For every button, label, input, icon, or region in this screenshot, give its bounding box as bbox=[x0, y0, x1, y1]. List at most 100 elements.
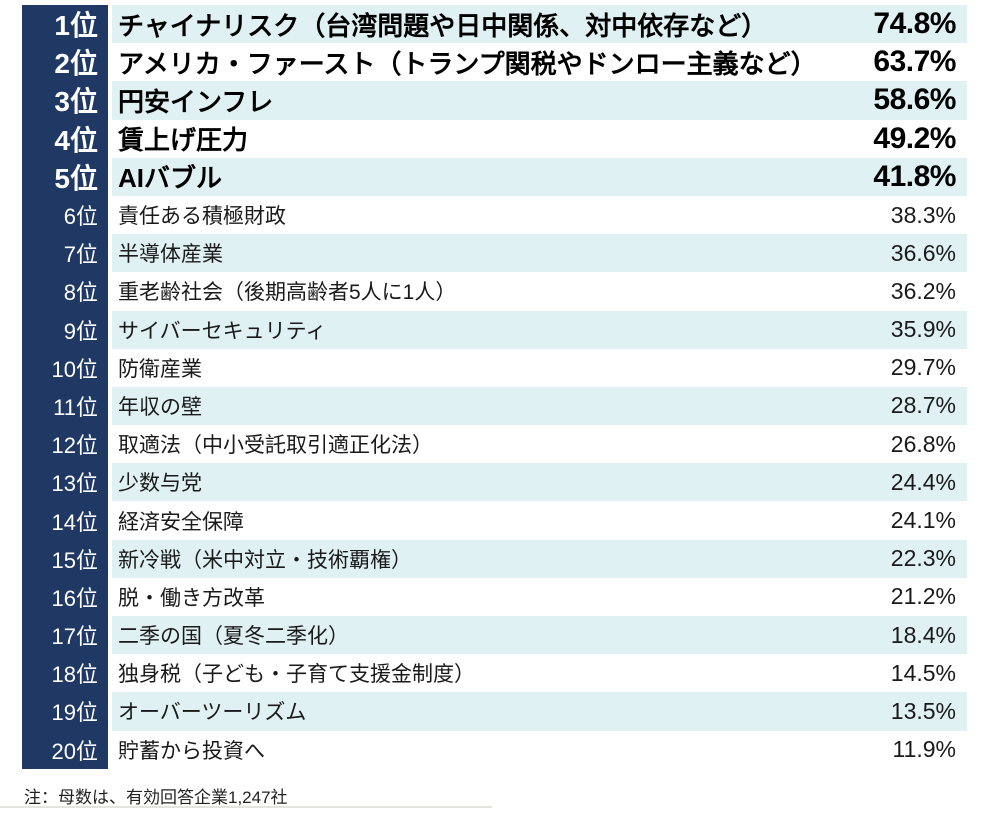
item-label: アメリカ・ファースト（トランプ関税やドンロー主義など） bbox=[118, 48, 817, 79]
item-label: 年収の壁 bbox=[118, 395, 202, 419]
item-label: チャイナリスク（台湾問題や日中関係、対中依存など） bbox=[118, 10, 768, 41]
row-body: AIバブル 41.8% bbox=[112, 157, 967, 196]
rank-cell: 10位 bbox=[22, 348, 108, 387]
table-row: 15位 新冷戦（米中対立・技術覇権） 22.3% bbox=[22, 539, 967, 578]
item-value: 24.4% bbox=[890, 468, 956, 495]
row-body: 新冷戦（米中対立・技術覇権） 22.3% bbox=[112, 539, 967, 578]
row-body: 独身税（子ども・子育て支援金制度） 14.5% bbox=[112, 654, 967, 692]
item-label: 貯蓄から投資へ bbox=[118, 739, 265, 763]
rank-cell: 8位 bbox=[22, 272, 108, 311]
row-body: 重老齢社会（後期高齢者5人に1人） 36.2% bbox=[112, 272, 967, 310]
item-label: 賃上げ圧力 bbox=[118, 125, 249, 156]
rank-cell: 15位 bbox=[22, 539, 108, 578]
table-row: 6位 責任ある積極財政 38.3% bbox=[22, 195, 967, 235]
table-row: 5位 AIバブル 41.8% bbox=[22, 157, 967, 196]
rank-cell: 2位 bbox=[22, 43, 108, 82]
table-row: 17位 二季の国（夏冬二季化） 18.4% bbox=[22, 616, 967, 655]
table-row: 7位 半導体産業 36.6% bbox=[22, 234, 967, 273]
table-row: 10位 防衛産業 29.7% bbox=[22, 348, 967, 387]
item-label: 二季の国（夏冬二季化） bbox=[118, 625, 349, 649]
table-row: 8位 重老齢社会（後期高齢者5人に1人） 36.2% bbox=[22, 272, 967, 311]
ranking-table: 1位 チャイナリスク（台湾問題や日中関係、対中依存など） 74.8% 2位 アメ… bbox=[22, 5, 967, 769]
row-body: チャイナリスク（台湾問題や日中関係、対中依存など） 74.8% bbox=[112, 5, 967, 44]
rank-cell: 12位 bbox=[22, 425, 108, 464]
row-body: 防衛産業 29.7% bbox=[112, 349, 967, 387]
rank-cell: 1位 bbox=[22, 5, 108, 44]
item-value: 36.2% bbox=[890, 277, 956, 304]
row-body: 年収の壁 28.7% bbox=[112, 386, 967, 426]
row-body: オーバーツーリズム 13.5% bbox=[112, 692, 967, 731]
row-body: 半導体産業 36.6% bbox=[112, 234, 967, 273]
item-value: 28.7% bbox=[890, 392, 956, 419]
rank-cell: 16位 bbox=[22, 577, 108, 616]
item-label: 経済安全保障 bbox=[118, 510, 244, 534]
table-row: 2位 アメリカ・ファースト（トランプ関税やドンロー主義など） 63.7% bbox=[22, 43, 967, 82]
rank-cell: 13位 bbox=[22, 463, 108, 502]
item-label: オーバーツーリズム bbox=[118, 701, 307, 725]
row-body: 賃上げ圧力 49.2% bbox=[112, 120, 967, 158]
item-value: 18.4% bbox=[890, 621, 956, 648]
item-value: 13.5% bbox=[890, 697, 956, 724]
row-body: 経済安全保障 24.1% bbox=[112, 501, 967, 539]
table-row: 11位 年収の壁 28.7% bbox=[22, 386, 967, 426]
rank-cell: 18位 bbox=[22, 654, 108, 693]
item-label: AIバブル bbox=[118, 163, 223, 194]
footnote: 注：母数は、有効回答企業1,247社 bbox=[24, 788, 288, 807]
rank-cell: 4位 bbox=[22, 119, 108, 158]
row-body: 二季の国（夏冬二季化） 18.4% bbox=[112, 616, 967, 655]
item-label: 取適法（中小受託取引適正化法） bbox=[118, 434, 433, 458]
table-row: 1位 チャイナリスク（台湾問題や日中関係、対中依存など） 74.8% bbox=[22, 5, 967, 44]
rank-cell: 7位 bbox=[22, 234, 108, 273]
item-label: 円安インフレ bbox=[118, 86, 274, 117]
row-body: 責任ある積極財政 38.3% bbox=[112, 196, 967, 234]
table-row: 12位 取適法（中小受託取引適正化法） 26.8% bbox=[22, 425, 967, 464]
row-body: サイバーセキュリティ 35.9% bbox=[112, 310, 967, 349]
item-value: 29.7% bbox=[890, 354, 956, 381]
rank-cell: 11位 bbox=[22, 386, 108, 426]
item-value: 74.8% bbox=[873, 7, 956, 41]
table-row: 19位 オーバーツーリズム 13.5% bbox=[22, 692, 967, 731]
item-value: 36.6% bbox=[890, 239, 956, 266]
bottom-edge-line bbox=[0, 806, 492, 808]
table-row: 20位 貯蓄から投資へ 11.9% bbox=[22, 730, 967, 769]
item-value: 21.2% bbox=[890, 583, 956, 610]
table-row: 14位 経済安全保障 24.1% bbox=[22, 501, 967, 540]
table-row: 18位 独身税（子ども・子育て支援金制度） 14.5% bbox=[22, 654, 967, 693]
row-body: 貯蓄から投資へ 11.9% bbox=[112, 731, 967, 769]
item-value: 22.3% bbox=[890, 545, 956, 572]
row-body: 脱・働き方改革 21.2% bbox=[112, 578, 967, 616]
item-label: 新冷戦（米中対立・技術覇権） bbox=[118, 548, 412, 572]
rank-cell: 5位 bbox=[22, 157, 108, 196]
table-row: 3位 円安インフレ 58.6% bbox=[22, 81, 967, 120]
table-row: 9位 サイバーセキュリティ 35.9% bbox=[22, 310, 967, 349]
table-row: 16位 脱・働き方改革 21.2% bbox=[22, 577, 967, 616]
table-row: 4位 賃上げ圧力 49.2% bbox=[22, 119, 967, 158]
item-value: 24.1% bbox=[890, 507, 956, 534]
item-label: 少数与党 bbox=[118, 472, 202, 496]
row-body: 取適法（中小受託取引適正化法） 26.8% bbox=[112, 425, 967, 463]
item-value: 41.8% bbox=[873, 159, 956, 193]
item-label: 独身税（子ども・子育て支援金制度） bbox=[118, 663, 475, 687]
item-value: 49.2% bbox=[873, 121, 956, 155]
item-value: 14.5% bbox=[890, 659, 956, 686]
item-value: 58.6% bbox=[873, 83, 956, 117]
rank-cell: 6位 bbox=[22, 195, 108, 235]
item-value: 38.3% bbox=[890, 201, 956, 228]
item-label: 半導体産業 bbox=[118, 243, 223, 267]
row-body: アメリカ・ファースト（トランプ関税やドンロー主義など） 63.7% bbox=[112, 43, 967, 81]
table-row: 13位 少数与党 24.4% bbox=[22, 463, 967, 502]
rank-cell: 3位 bbox=[22, 81, 108, 120]
item-value: 35.9% bbox=[890, 316, 956, 343]
rank-cell: 17位 bbox=[22, 616, 108, 655]
item-label: 防衛産業 bbox=[118, 357, 202, 381]
item-label: 責任ある積極財政 bbox=[118, 205, 286, 229]
rank-cell: 9位 bbox=[22, 310, 108, 349]
item-label: 脱・働き方改革 bbox=[118, 586, 265, 610]
item-value: 63.7% bbox=[873, 45, 956, 79]
item-value: 11.9% bbox=[892, 736, 956, 763]
rank-cell: 19位 bbox=[22, 692, 108, 731]
item-label: 重老齢社会（後期高齢者5人に1人） bbox=[118, 281, 457, 305]
row-body: 円安インフレ 58.6% bbox=[112, 81, 967, 120]
row-body: 少数与党 24.4% bbox=[112, 463, 967, 502]
item-value: 26.8% bbox=[890, 430, 956, 457]
